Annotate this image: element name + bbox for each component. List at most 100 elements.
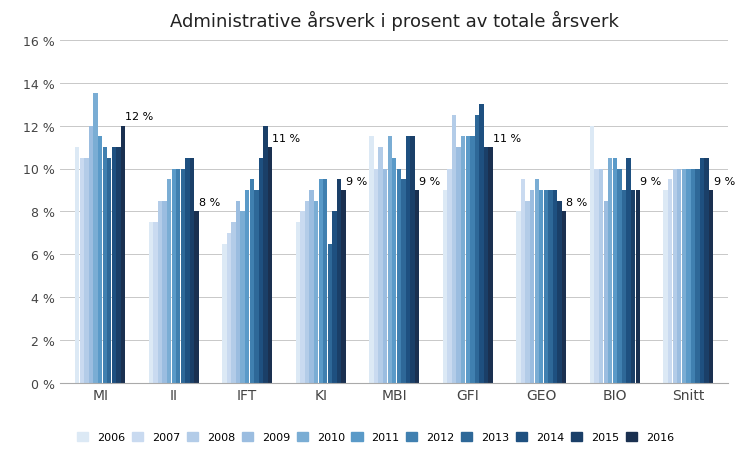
Bar bbox=[608, 158, 613, 383]
Bar bbox=[103, 147, 107, 383]
Bar bbox=[516, 212, 520, 383]
Bar bbox=[296, 223, 300, 383]
Bar bbox=[406, 137, 410, 383]
Bar bbox=[594, 169, 599, 383]
Text: 11 %: 11 % bbox=[493, 133, 521, 143]
Bar bbox=[231, 223, 236, 383]
Bar bbox=[162, 201, 167, 383]
Text: 9 %: 9 % bbox=[713, 176, 734, 186]
Bar bbox=[309, 190, 314, 383]
Bar bbox=[672, 169, 677, 383]
Bar bbox=[181, 169, 185, 383]
Bar bbox=[631, 190, 635, 383]
Bar bbox=[75, 147, 80, 383]
Bar bbox=[300, 212, 305, 383]
Bar bbox=[488, 147, 493, 383]
Bar bbox=[397, 169, 401, 383]
Bar bbox=[526, 201, 529, 383]
Bar bbox=[171, 169, 176, 383]
Bar bbox=[539, 190, 544, 383]
Bar bbox=[245, 190, 249, 383]
Bar bbox=[254, 190, 258, 383]
Bar bbox=[222, 244, 227, 383]
Bar bbox=[318, 180, 323, 383]
Bar bbox=[599, 169, 603, 383]
Text: 9 %: 9 % bbox=[346, 176, 367, 186]
Bar bbox=[80, 158, 84, 383]
Bar bbox=[158, 201, 162, 383]
Bar bbox=[704, 158, 709, 383]
Bar bbox=[176, 169, 180, 383]
Bar bbox=[388, 137, 392, 383]
Bar bbox=[342, 190, 345, 383]
Bar bbox=[521, 180, 525, 383]
Bar bbox=[121, 126, 125, 383]
Bar bbox=[195, 212, 199, 383]
Bar bbox=[686, 169, 691, 383]
Bar bbox=[475, 115, 479, 383]
Bar bbox=[240, 212, 245, 383]
Bar bbox=[153, 223, 158, 383]
Bar bbox=[635, 190, 640, 383]
Bar bbox=[452, 115, 457, 383]
Bar bbox=[590, 126, 594, 383]
Bar bbox=[116, 147, 121, 383]
Bar bbox=[479, 105, 484, 383]
Bar bbox=[604, 201, 608, 383]
Bar bbox=[548, 190, 553, 383]
Bar bbox=[167, 180, 171, 383]
Bar bbox=[268, 147, 273, 383]
Text: 8 %: 8 % bbox=[566, 198, 588, 207]
Title: Administrative årsverk i prosent av totale årsverk: Administrative årsverk i prosent av tota… bbox=[170, 11, 619, 31]
Bar bbox=[415, 190, 419, 383]
Bar bbox=[337, 180, 341, 383]
Bar bbox=[709, 190, 713, 383]
Bar bbox=[457, 147, 461, 383]
Bar bbox=[249, 180, 254, 383]
Text: 11 %: 11 % bbox=[273, 133, 300, 143]
Bar bbox=[410, 137, 415, 383]
Bar bbox=[668, 180, 672, 383]
Bar bbox=[695, 169, 700, 383]
Bar bbox=[617, 169, 622, 383]
Bar bbox=[484, 147, 488, 383]
Bar bbox=[677, 169, 681, 383]
Bar bbox=[369, 137, 373, 383]
Text: 9 %: 9 % bbox=[640, 176, 661, 186]
Bar bbox=[84, 158, 89, 383]
Bar bbox=[626, 158, 631, 383]
Bar bbox=[379, 147, 383, 383]
Bar bbox=[448, 169, 451, 383]
Bar bbox=[544, 190, 548, 383]
Bar bbox=[535, 180, 539, 383]
Bar bbox=[443, 190, 447, 383]
Bar bbox=[185, 158, 189, 383]
Bar bbox=[562, 212, 566, 383]
Text: 12 %: 12 % bbox=[125, 112, 153, 122]
Bar bbox=[259, 158, 263, 383]
Bar bbox=[112, 147, 116, 383]
Bar bbox=[93, 94, 98, 383]
Bar bbox=[107, 158, 111, 383]
Bar bbox=[305, 201, 309, 383]
Bar bbox=[236, 201, 240, 383]
Bar bbox=[264, 126, 267, 383]
Bar bbox=[461, 137, 466, 383]
Bar bbox=[466, 137, 470, 383]
Bar bbox=[663, 190, 668, 383]
Bar bbox=[613, 158, 617, 383]
Bar bbox=[323, 180, 327, 383]
Bar bbox=[89, 126, 93, 383]
Bar bbox=[691, 169, 695, 383]
Bar bbox=[190, 158, 195, 383]
Legend: 2006, 2007, 2008, 2009, 2010, 2011, 2012, 2013, 2014, 2015, 2016: 2006, 2007, 2008, 2009, 2010, 2011, 2012… bbox=[74, 428, 677, 446]
Bar bbox=[557, 201, 562, 383]
Bar bbox=[374, 169, 379, 383]
Bar bbox=[401, 180, 406, 383]
Bar bbox=[327, 244, 332, 383]
Bar bbox=[383, 169, 388, 383]
Bar bbox=[622, 190, 626, 383]
Text: 9 %: 9 % bbox=[419, 176, 441, 186]
Bar bbox=[98, 137, 102, 383]
Bar bbox=[700, 158, 704, 383]
